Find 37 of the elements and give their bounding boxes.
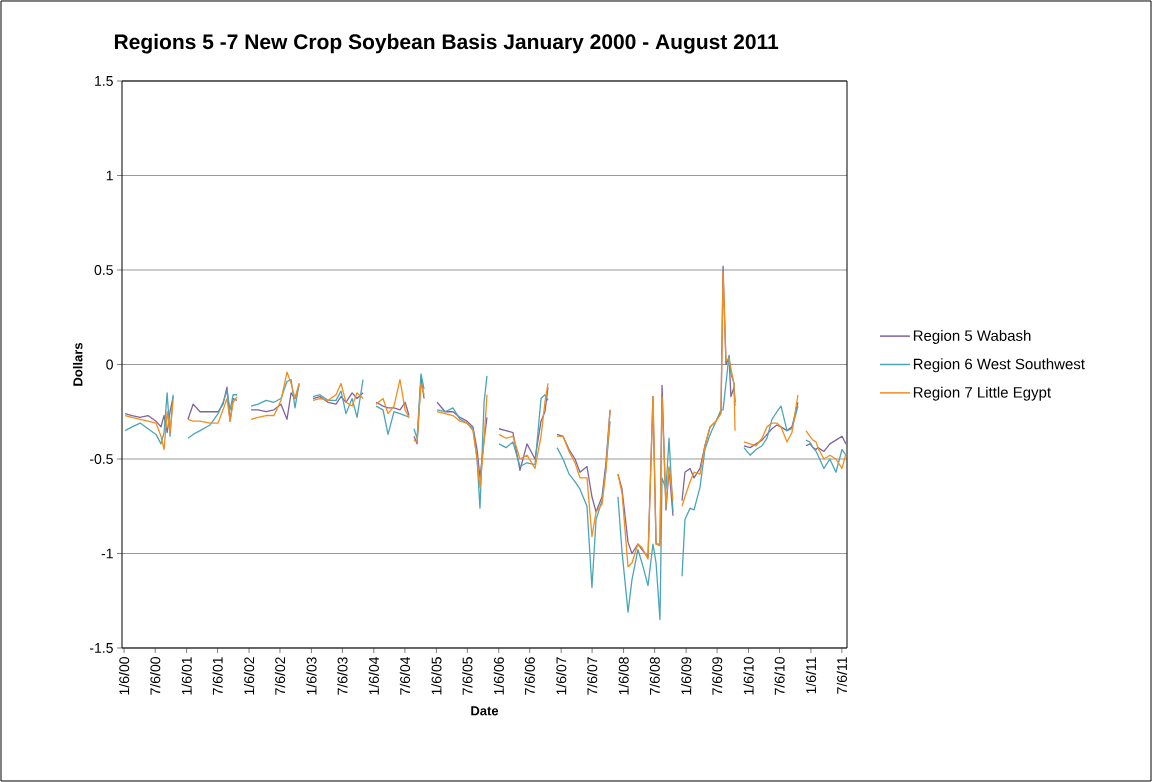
x-tick-label: 7/6/01	[212, 657, 223, 695]
y-tick-label: 1	[106, 170, 113, 181]
x-tick-label: 1/6/05	[431, 657, 442, 695]
x-tick-label: 1/6/10	[743, 657, 754, 695]
y-tick-label: 0	[106, 359, 113, 370]
y-tick-label: -1.5	[89, 643, 113, 653]
x-tick-label: 1/6/00	[118, 657, 130, 695]
x-tick-label: 7/6/05	[462, 657, 473, 695]
x-tick-label: 1/6/01	[181, 657, 192, 695]
chart-title: Regions 5 -7 New Crop Soybean Basis January 2000 - August 2011	[114, 33, 779, 54]
y-tick-label: -0.5	[89, 454, 113, 464]
x-tick-label: 7/6/09	[711, 657, 723, 695]
x-axis-title: Date	[471, 706, 499, 716]
y-tick-label: 1.5	[95, 76, 113, 86]
x-tick-label: 1/6/03	[306, 657, 317, 695]
x-tick-label: 7/6/11	[836, 657, 848, 694]
x-tick-label: 7/6/04	[399, 656, 411, 695]
x-tick-label: 1/6/09	[681, 657, 692, 695]
y-axis-title: Dollars	[72, 342, 83, 386]
y-tick-label: 0.5	[94, 265, 113, 275]
legend-label: Region 7 Little Egypt	[913, 386, 1051, 401]
x-tick-label: 7/6/03	[337, 657, 348, 695]
x-tick-label: 1/6/06	[493, 657, 504, 695]
x-tick-label: 1/6/02	[243, 657, 255, 695]
x-tick-label: 1/6/11	[805, 657, 817, 694]
x-tick-label: 7/6/08	[649, 657, 660, 695]
legend-label: Region 6 West Southwest	[913, 358, 1085, 373]
x-tick-label: 1/6/07	[556, 657, 567, 695]
x-tick-label: 7/6/07	[586, 657, 598, 695]
x-tick-label: 1/6/08	[618, 657, 629, 695]
x-tick-label: 1/6/04	[368, 656, 379, 695]
x-tick-label: 7/6/00	[150, 657, 161, 695]
x-tick-label: 7/6/06	[524, 657, 535, 695]
y-tick-label: -1	[101, 548, 113, 559]
legend-label: Region 5 Wabash	[913, 329, 1031, 344]
x-tick-label: 7/6/10	[774, 657, 785, 695]
x-tick-label: 7/6/02	[274, 657, 286, 695]
